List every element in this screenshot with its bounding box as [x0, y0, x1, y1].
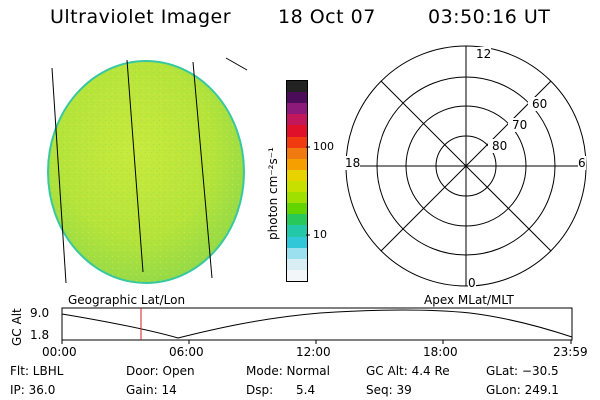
colorbar-swatch — [287, 147, 307, 159]
colorbar-swatch — [287, 192, 307, 204]
status-ip: IP: 36.0 — [10, 383, 56, 397]
mlt-label-0: 0 — [468, 276, 476, 290]
time-tick-06: 06:00 — [169, 345, 204, 359]
status-glat: GLat: −30.5 — [486, 364, 559, 378]
mlat-label-60: 60 — [532, 97, 548, 111]
date-label: 18 Oct 07 — [278, 6, 376, 28]
status-glon: GLon: 249.1 — [486, 383, 559, 397]
polar-caption: Apex MLat/MLT — [424, 293, 514, 307]
earth-caption: Geographic Lat/Lon — [68, 293, 186, 307]
time-label: 03:50:16 UT — [428, 6, 551, 28]
colorbar-swatch — [287, 92, 307, 104]
colorbar-swatch — [287, 81, 307, 93]
status-gc-alt: GC Alt: 4.4 Re — [366, 364, 450, 378]
status-door: Door: Open — [126, 364, 195, 378]
instrument-title: Ultraviolet Imager — [50, 6, 232, 28]
colorbar-swatch — [287, 247, 307, 259]
time-tick-00: 00:00 — [42, 345, 77, 359]
mlt-label-18: 18 — [345, 156, 361, 170]
colorbar-swatch — [287, 214, 307, 226]
time-tick-12: 12:00 — [296, 345, 331, 359]
colorbar-swatch — [287, 125, 307, 137]
colorbar-swatch — [287, 169, 307, 181]
polar-diag-2 — [380, 80, 552, 252]
status-mode: Mode: Normal — [246, 364, 330, 378]
colorbar-swatch — [287, 158, 307, 170]
earth-disk-texture — [49, 62, 243, 282]
mlat-label-80: 80 — [492, 139, 508, 153]
status-seq: Seq: 39 — [366, 383, 412, 397]
mlt-label-12: 12 — [476, 47, 492, 61]
meridian-line-3 — [192, 61, 213, 279]
altitude-ylabel: GC Alt — [10, 308, 24, 346]
altitude-plot-frame — [61, 307, 573, 341]
time-tick-18: 18:00 — [423, 345, 458, 359]
colorbar-swatch — [287, 269, 307, 281]
colorbar-tick-100: 100 — [313, 140, 334, 153]
mlt-label-6: 6 — [578, 156, 586, 170]
colorbar-swatch — [287, 180, 307, 193]
colorbar-swatch — [287, 225, 307, 237]
colorbar — [286, 80, 308, 282]
colorbar-tick-10: 10 — [313, 228, 327, 241]
colorbar-swatch — [287, 203, 307, 215]
colorbar-swatch — [287, 114, 307, 126]
colorbar-swatch — [287, 136, 307, 148]
status-dsp: Dsp: 5.4 — [246, 383, 316, 397]
colorbar-swatch — [287, 258, 307, 270]
colorbar-swatch — [287, 236, 307, 248]
altitude-curve — [61, 309, 573, 339]
meridian-line-1 — [51, 67, 67, 284]
colorbar-swatch — [287, 103, 307, 115]
limb-line — [225, 57, 248, 71]
status-filter: Flt: LBHL — [10, 364, 64, 378]
time-tick-2359: 23:59 — [553, 345, 588, 359]
altitude-ytick-9: 9.0 — [30, 306, 50, 320]
meridian-line-2 — [126, 59, 144, 273]
mlat-label-70: 70 — [512, 118, 528, 132]
altitude-ytick-1-8: 1.8 — [30, 328, 50, 342]
status-gain: Gain: 14 — [126, 383, 177, 397]
